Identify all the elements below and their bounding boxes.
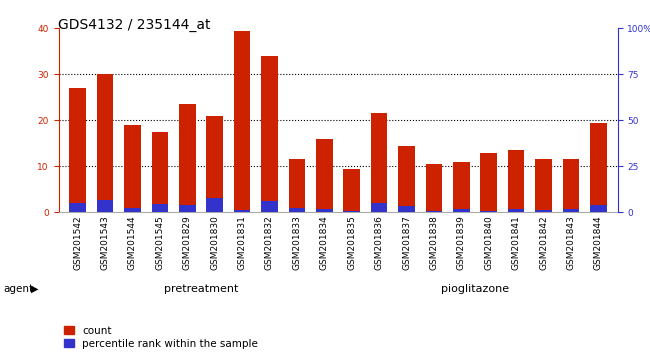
Bar: [97, 200, 113, 212]
Text: pioglitazone: pioglitazone: [441, 284, 509, 293]
Bar: [453, 162, 469, 212]
Bar: [480, 153, 497, 212]
Text: GSM201544: GSM201544: [128, 215, 137, 270]
Bar: [179, 104, 196, 212]
Bar: [261, 56, 278, 212]
Text: GSM201836: GSM201836: [374, 215, 384, 270]
Text: GSM201543: GSM201543: [101, 215, 110, 270]
Text: GSM201838: GSM201838: [430, 215, 438, 270]
Text: GSM201830: GSM201830: [210, 215, 219, 270]
Bar: [261, 201, 278, 212]
Bar: [480, 211, 497, 212]
Legend: count, percentile rank within the sample: count, percentile rank within the sample: [64, 326, 258, 349]
Bar: [124, 208, 140, 212]
Text: ▶: ▶: [31, 284, 39, 293]
Bar: [426, 164, 442, 212]
Bar: [590, 123, 606, 212]
Text: GSM201831: GSM201831: [238, 215, 246, 270]
Bar: [124, 125, 140, 212]
Bar: [316, 139, 333, 212]
Bar: [508, 209, 525, 212]
Bar: [234, 31, 250, 212]
Bar: [70, 203, 86, 212]
Text: GSM201833: GSM201833: [292, 215, 302, 270]
Text: agent: agent: [3, 284, 33, 293]
Text: GSM201829: GSM201829: [183, 215, 192, 270]
Bar: [207, 116, 223, 212]
Bar: [398, 146, 415, 212]
Text: pretreatment: pretreatment: [164, 284, 238, 293]
Text: GSM201542: GSM201542: [73, 215, 82, 270]
Text: GSM201841: GSM201841: [512, 215, 521, 270]
Text: GSM201839: GSM201839: [457, 215, 466, 270]
Text: GSM201837: GSM201837: [402, 215, 411, 270]
Bar: [371, 114, 387, 212]
Bar: [563, 159, 579, 212]
Bar: [398, 206, 415, 212]
Text: GDS4132 / 235144_at: GDS4132 / 235144_at: [58, 18, 211, 32]
Text: GSM201843: GSM201843: [566, 215, 575, 270]
Bar: [289, 159, 305, 212]
Bar: [343, 211, 360, 212]
Bar: [70, 88, 86, 212]
Bar: [371, 203, 387, 212]
Bar: [426, 211, 442, 212]
Bar: [234, 210, 250, 212]
Bar: [508, 150, 525, 212]
Text: GSM201834: GSM201834: [320, 215, 329, 270]
Bar: [207, 198, 223, 212]
Text: GSM201835: GSM201835: [347, 215, 356, 270]
Text: GSM201840: GSM201840: [484, 215, 493, 270]
Bar: [316, 209, 333, 212]
Text: GSM201844: GSM201844: [594, 215, 603, 270]
Bar: [97, 74, 113, 212]
Bar: [536, 159, 552, 212]
Bar: [343, 169, 360, 212]
Bar: [179, 205, 196, 212]
Bar: [563, 209, 579, 212]
Text: GSM201545: GSM201545: [155, 215, 164, 270]
Bar: [536, 210, 552, 212]
Bar: [453, 209, 469, 212]
Bar: [151, 132, 168, 212]
Text: GSM201842: GSM201842: [539, 215, 548, 270]
Bar: [289, 208, 305, 212]
Text: GSM201832: GSM201832: [265, 215, 274, 270]
Bar: [590, 205, 606, 212]
Bar: [151, 204, 168, 212]
